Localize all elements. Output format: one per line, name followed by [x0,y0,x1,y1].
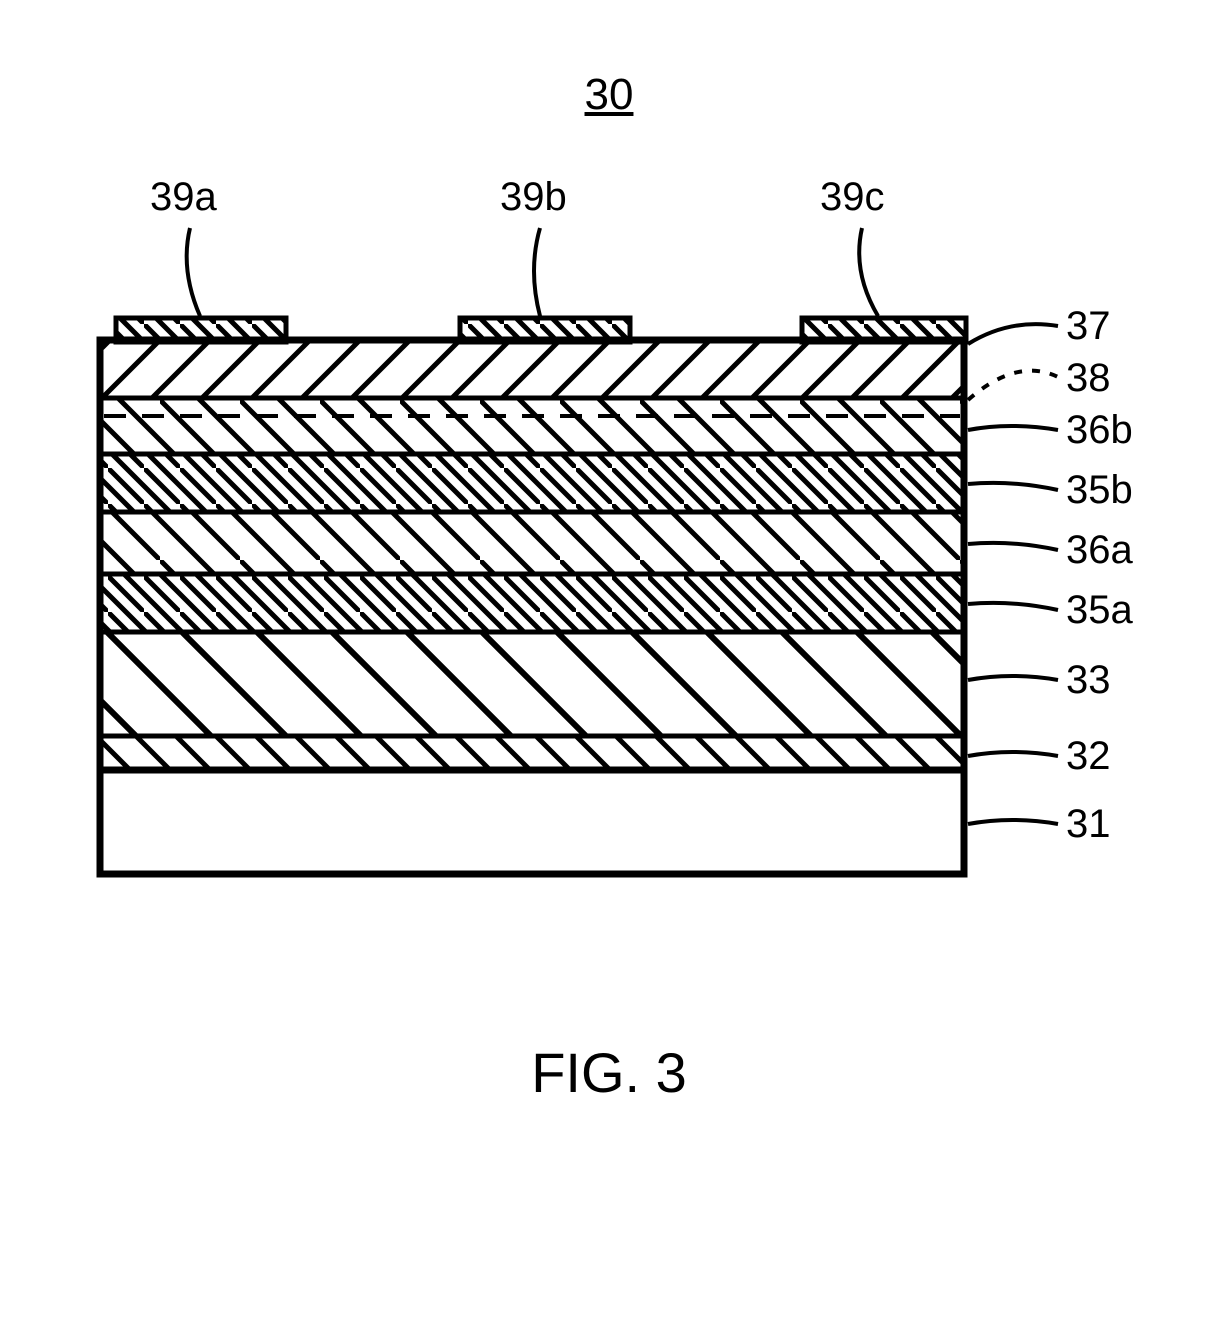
cross-section-diagram [0,0,1218,1318]
